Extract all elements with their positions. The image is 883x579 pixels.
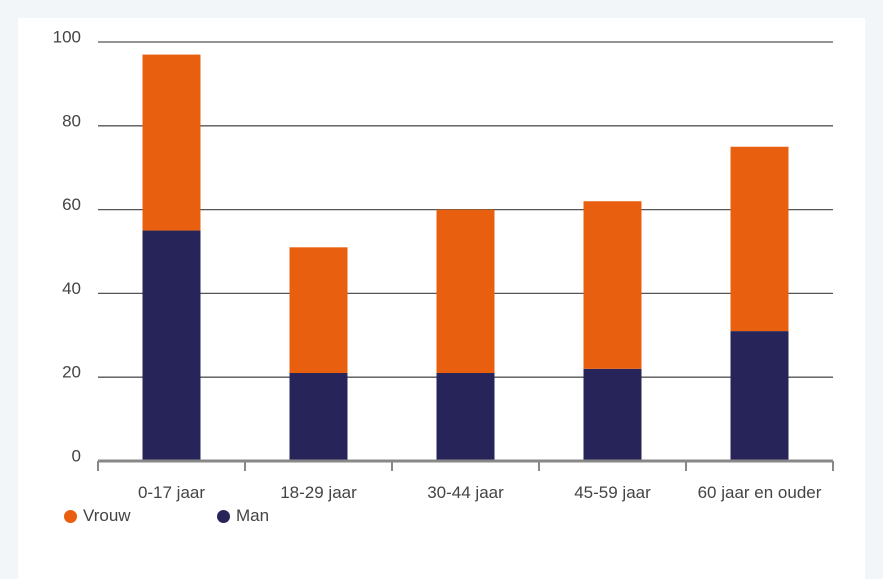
y-tick-label: 40 bbox=[62, 279, 81, 298]
y-tick-label: 20 bbox=[62, 363, 81, 382]
x-tick-label: 30-44 jaar bbox=[427, 483, 504, 502]
y-tick-label: 80 bbox=[62, 111, 81, 130]
legend-marker bbox=[64, 509, 77, 523]
bar-segment bbox=[289, 373, 348, 461]
x-tick-label: 18-29 jaar bbox=[280, 483, 357, 502]
y-tick-label: 0 bbox=[72, 446, 81, 465]
legend-item: Vrouw bbox=[64, 506, 131, 526]
legend-label: Man bbox=[236, 506, 270, 525]
bar-segment bbox=[730, 146, 789, 332]
legend-label: Vrouw bbox=[83, 506, 131, 525]
y-tick-label: 100 bbox=[53, 27, 81, 46]
bar-segment bbox=[142, 54, 201, 231]
bar-segment bbox=[142, 230, 201, 461]
bar-segment bbox=[436, 209, 495, 374]
bar-segment bbox=[436, 373, 495, 461]
bar-segment bbox=[583, 368, 642, 461]
bar-segment bbox=[730, 331, 789, 461]
legend-item: Man bbox=[217, 506, 269, 526]
bar-segment bbox=[583, 201, 642, 369]
x-tick-label: 45-59 jaar bbox=[574, 483, 651, 502]
bar-segment bbox=[289, 247, 348, 374]
x-tick-label: 60 jaar en ouder bbox=[697, 483, 822, 502]
y-tick-label: 60 bbox=[62, 195, 81, 214]
x-tick-label: 0-17 jaar bbox=[137, 483, 206, 502]
legend-marker bbox=[217, 509, 230, 523]
